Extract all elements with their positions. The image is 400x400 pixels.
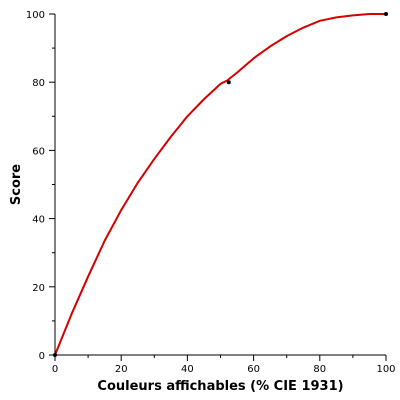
y-tick-label: 80 <box>32 78 45 89</box>
x-tick-label: 80 <box>313 364 326 375</box>
x-tick-label: 20 <box>115 364 128 375</box>
y-axis-title: Score <box>9 164 24 205</box>
series-layer <box>54 13 387 356</box>
points-layer <box>53 12 388 357</box>
x-tick-label: 0 <box>52 364 58 375</box>
minor-ticks <box>52 47 354 358</box>
y-tick-label: 100 <box>26 10 45 21</box>
x-tick-labels: 0 20 40 60 80 100 <box>52 364 396 375</box>
y-tick-label: 20 <box>32 283 45 294</box>
data-point <box>226 80 231 85</box>
x-axis-title: Couleurs affichables (% CIE 1931) <box>97 379 343 394</box>
y-tick-label: 40 <box>32 215 45 226</box>
y-tick-label: 60 <box>32 146 45 157</box>
y-tick-labels: 0 20 40 60 80 100 <box>26 10 45 362</box>
data-point <box>384 12 388 16</box>
x-tick-label: 40 <box>181 364 194 375</box>
major-ticks <box>49 13 387 361</box>
y-tick-label: 0 <box>39 351 45 362</box>
x-tick-label: 100 <box>376 364 395 375</box>
x-tick-label: 60 <box>247 364 260 375</box>
series-line <box>54 13 387 356</box>
